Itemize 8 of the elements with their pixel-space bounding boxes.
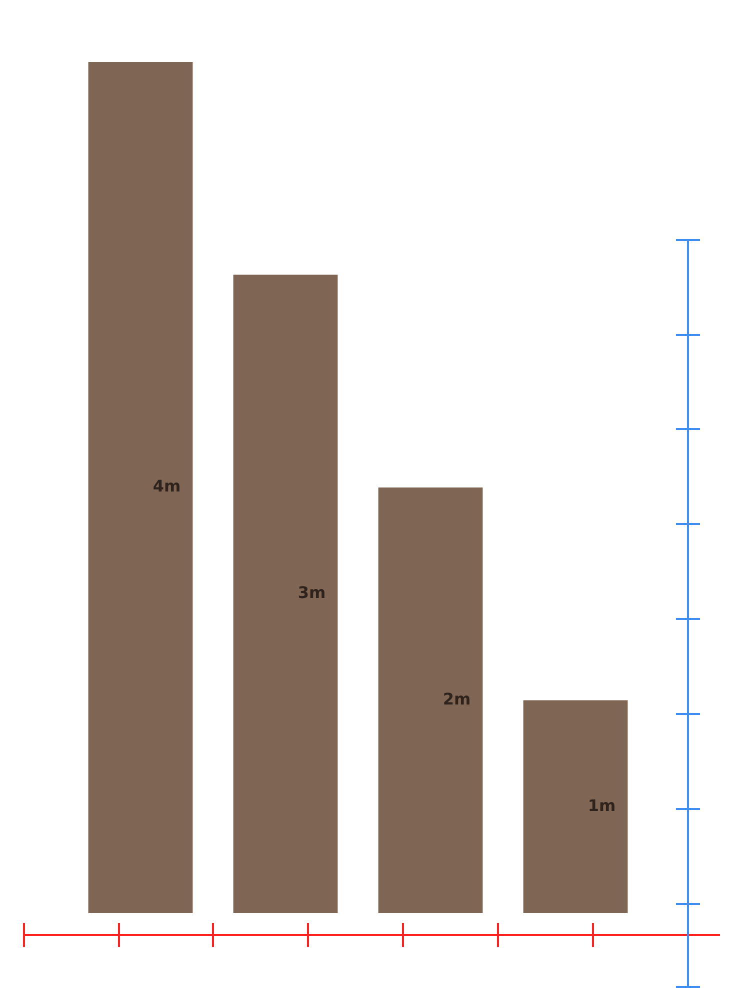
data-label: 2m [442, 689, 471, 708]
data-label: 1m [588, 796, 616, 815]
bar [378, 488, 483, 913]
data-label: 3m [298, 583, 326, 602]
data-label: 4m [152, 476, 181, 496]
bar [523, 700, 628, 913]
bar [233, 274, 338, 913]
bar [88, 62, 193, 913]
